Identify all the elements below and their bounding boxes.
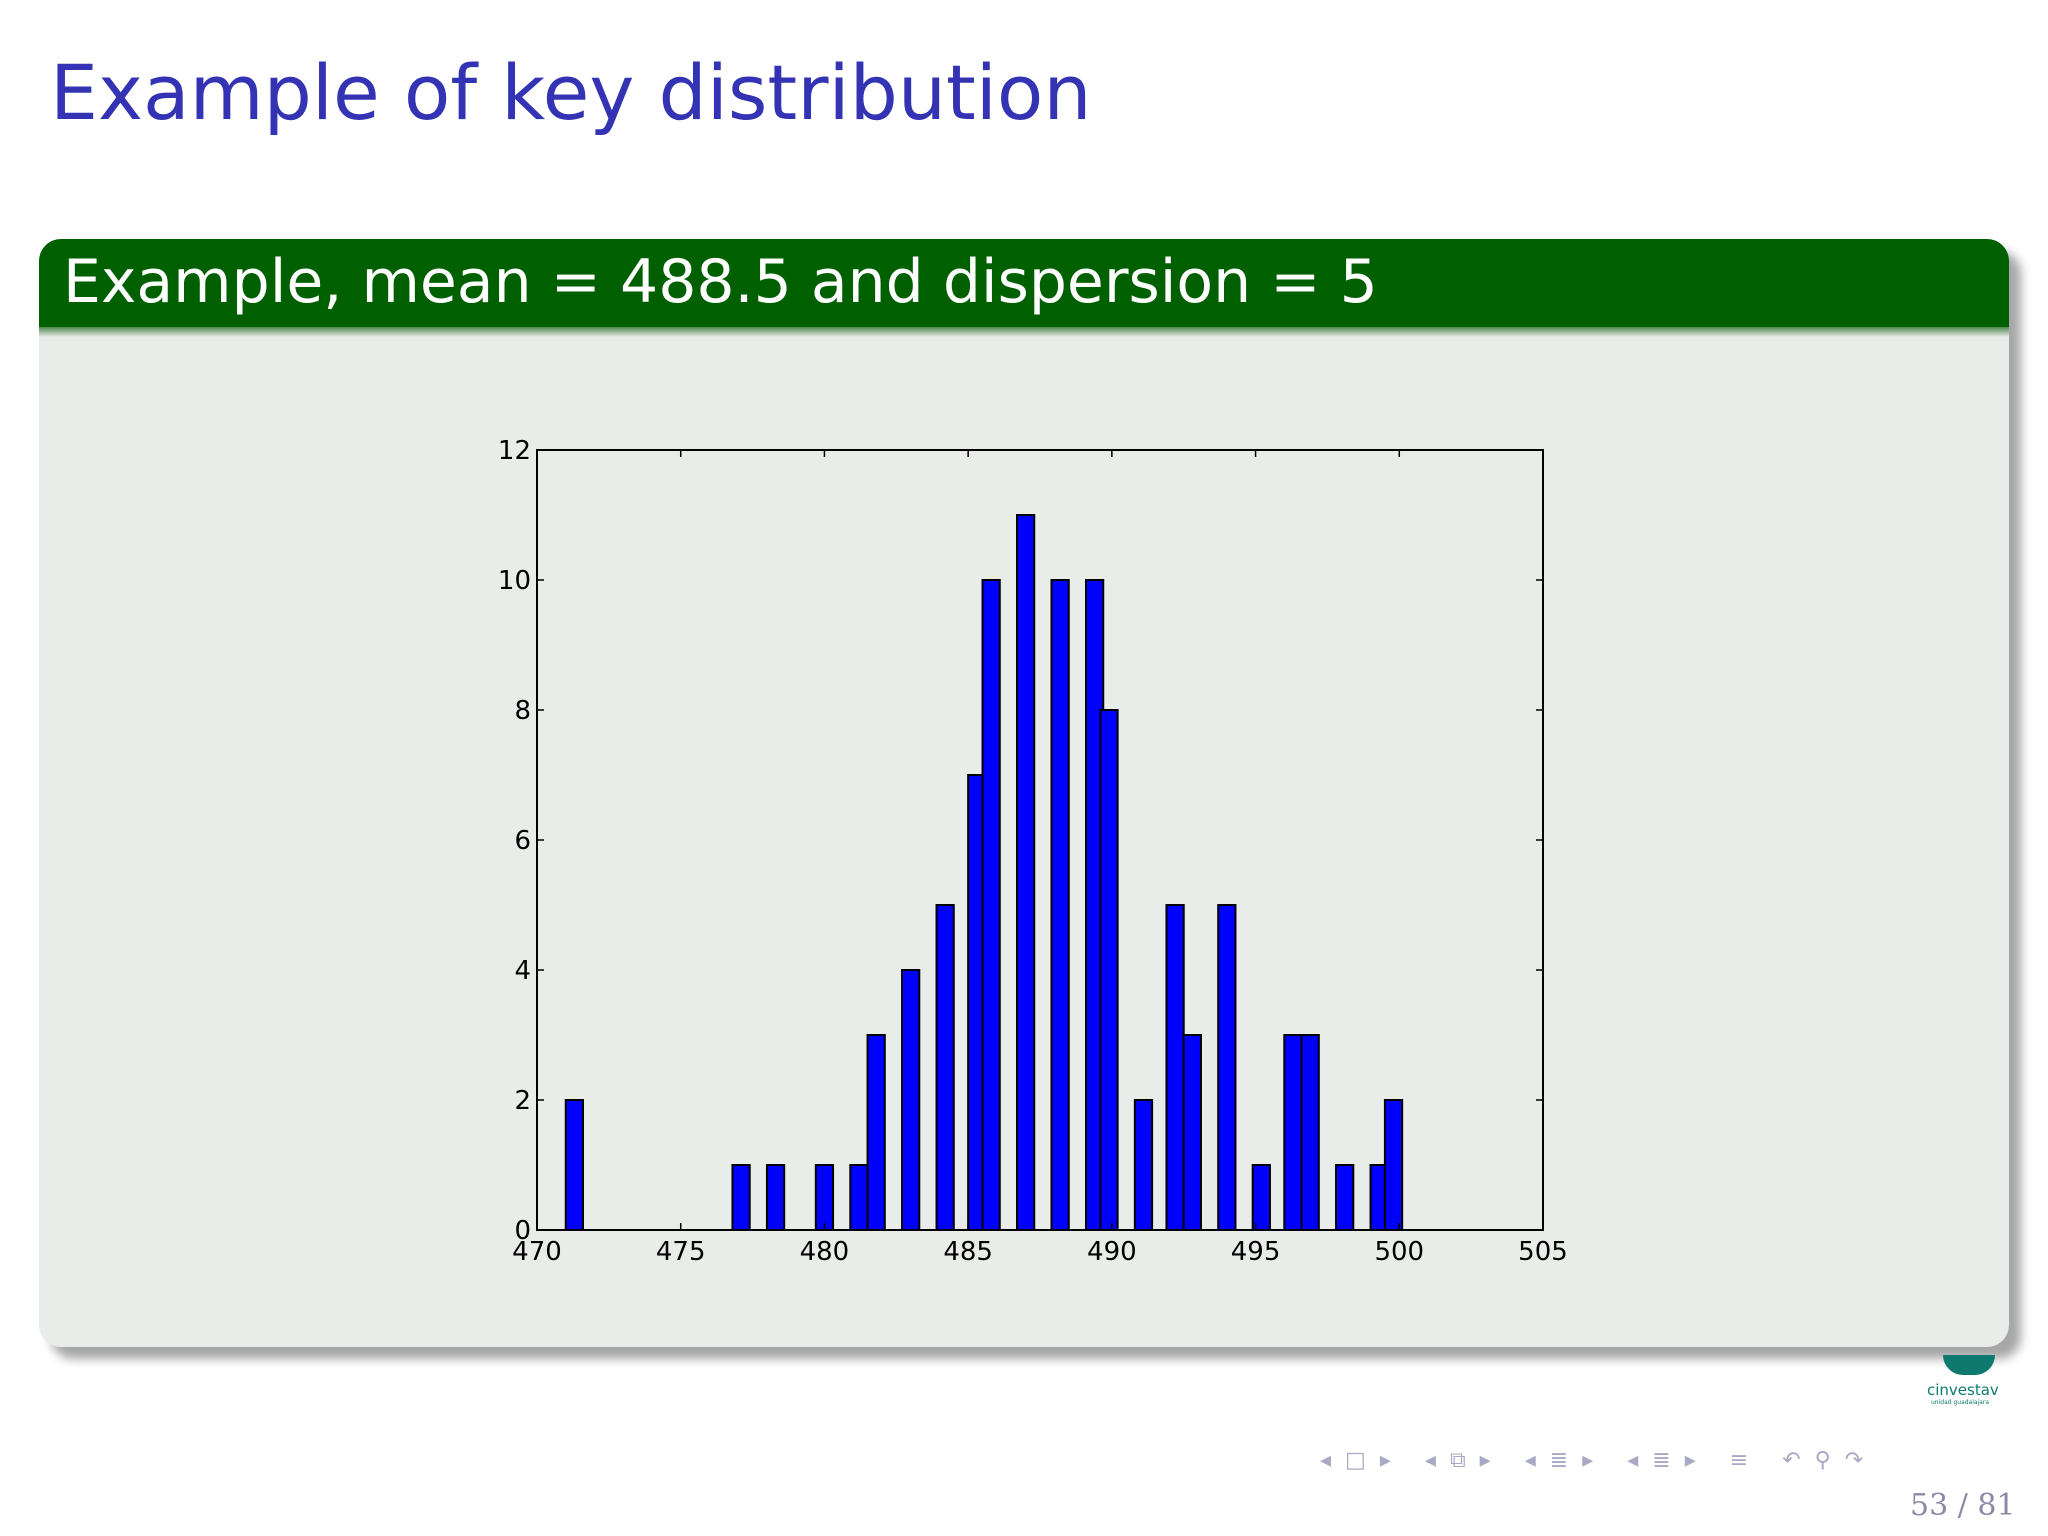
bar-7 [935, 904, 955, 1231]
histogram-chart: 470 475 480 485 490 495 500 505 0 2 4 6 8 10 12 [498, 436, 1568, 1267]
bar-1 [731, 1164, 751, 1231]
bar-3 [814, 1164, 835, 1231]
logo-mark [1943, 1355, 1995, 1375]
bar-5 [866, 1034, 886, 1231]
bar-10 [1016, 514, 1036, 1231]
y-tick-label: 8 [514, 696, 531, 726]
bar-19 [1283, 1034, 1303, 1231]
bar-16 [1182, 1034, 1202, 1231]
prev-section-icon[interactable]: ◂ [1524, 1447, 1536, 1473]
bar-20 [1300, 1034, 1320, 1231]
next-subsection-icon[interactable]: ▸ [1684, 1447, 1696, 1473]
x-tick-label: 490 [1087, 1237, 1137, 1267]
x-tick-label: 480 [800, 1237, 850, 1267]
y-tick-label: 6 [514, 826, 531, 856]
y-tick-label: 0 [514, 1216, 531, 1246]
y-tick-label: 2 [514, 1086, 531, 1116]
y-tick-label: 10 [498, 566, 531, 596]
bar-18 [1251, 1164, 1271, 1231]
bar-4 [849, 1164, 869, 1231]
frame-icon[interactable]: □ [1345, 1447, 1366, 1473]
bar-6 [901, 969, 921, 1231]
page-number: 53 / 81 [1910, 1488, 2016, 1523]
next-frame-icon[interactable]: ▸ [1379, 1447, 1391, 1473]
logo-text: cinvestav [1927, 1381, 1999, 1399]
next-slide-icon[interactable]: ▸ [1479, 1447, 1491, 1473]
undo-icon[interactable]: ↶ [1782, 1447, 1801, 1473]
bar-0 [564, 1099, 584, 1231]
x-tick-label: 470 [512, 1237, 562, 1267]
slides-icon[interactable]: ⧉ [1449, 1447, 1466, 1473]
bar-17 [1217, 904, 1237, 1231]
x-tick-label: 485 [943, 1237, 993, 1267]
bar-23 [1383, 1099, 1404, 1231]
redo-icon[interactable]: ↷ [1844, 1447, 1864, 1473]
bar-15 [1165, 904, 1185, 1231]
prev-subsection-icon[interactable]: ◂ [1627, 1447, 1639, 1473]
next-section-icon[interactable]: ▸ [1582, 1447, 1594, 1473]
x-tick-label: 500 [1374, 1237, 1424, 1267]
y-tick-label: 12 [498, 436, 531, 466]
prev-frame-icon[interactable]: ◂ [1320, 1447, 1332, 1473]
block-title: Example, mean = 488.5 and dispersion = 5 [63, 247, 1378, 317]
slide-title: Example of key distribution [50, 48, 1092, 137]
bar-21 [1335, 1164, 1355, 1231]
subsection-icon[interactable]: ≣ [1652, 1447, 1671, 1473]
y-tick-label: 4 [514, 956, 531, 986]
x-tick-label: 475 [656, 1237, 706, 1267]
logo-subtext: unidad guadalajara [1931, 1399, 1990, 1406]
search-icon[interactable]: ⚲ [1814, 1447, 1831, 1473]
bar-14 [1133, 1099, 1154, 1231]
beamer-navigation: ◂ □ ▸ ◂ ⧉ ▸ ◂ ≣ ▸ ◂ ≣ ▸ ≡ ↶ ⚲ ↷ [1320, 1442, 1877, 1478]
bar-13 [1099, 709, 1119, 1231]
cinvestav-logo: cinvestav unidad guadalajara [1925, 1355, 2015, 1410]
bar-11 [1050, 579, 1070, 1231]
section-icon[interactable]: ≣ [1549, 1447, 1569, 1473]
align-icon[interactable]: ≡ [1729, 1447, 1749, 1473]
x-tick-label: 505 [1518, 1237, 1568, 1267]
bar-2 [765, 1164, 786, 1231]
block-header: Example, mean = 488.5 and dispersion = 5 [39, 239, 2009, 337]
x-tick-label: 495 [1231, 1237, 1281, 1267]
example-block: Example, mean = 488.5 and dispersion = 5… [39, 239, 2009, 1347]
bar-9 [981, 579, 1001, 1231]
prev-slide-icon[interactable]: ◂ [1424, 1447, 1436, 1473]
